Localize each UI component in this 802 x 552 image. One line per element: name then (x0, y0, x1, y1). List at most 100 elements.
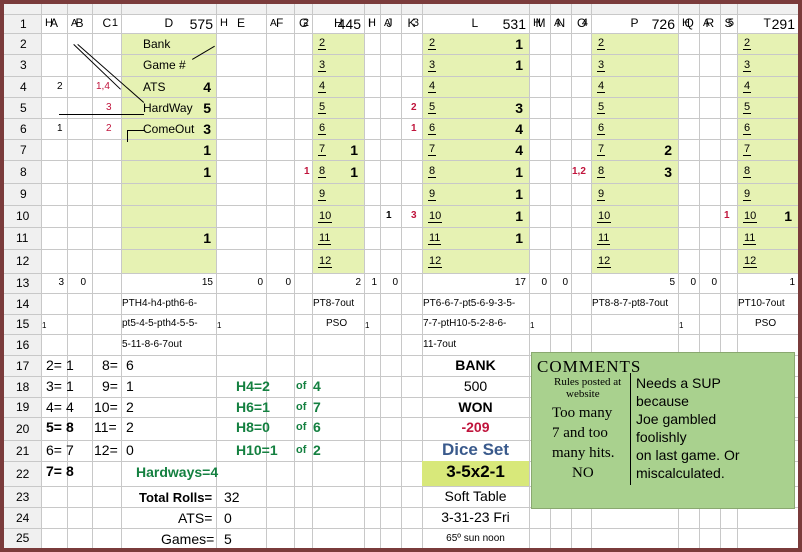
grid-vline (266, 4, 267, 548)
grid-vline (699, 4, 700, 548)
comments-left-line-0: Too many (552, 405, 613, 421)
g1-c6-mark: 2 (106, 122, 112, 134)
grid-hline (4, 314, 798, 315)
game3-number: 3 (412, 17, 419, 29)
hard-key-3: H10=1 (236, 442, 278, 458)
g2-sum-a: 0 (257, 277, 263, 288)
grid-hline (4, 376, 798, 377)
g3-sum-n: 0 (562, 277, 568, 288)
grid-hline (4, 139, 798, 140)
comments-right-line-4: on last game. Or (636, 447, 740, 463)
g2-box-8: 8 (318, 165, 327, 178)
grid-vline (294, 4, 295, 548)
g4-hit-8: 3 (664, 163, 672, 180)
game2-h-label: H (220, 17, 228, 29)
grid-vline (67, 4, 68, 548)
roll-right-key-1: 9= (102, 378, 118, 394)
grid-hline (4, 183, 798, 184)
roll-right-val-1: 1 (126, 378, 134, 394)
g1-sum-b: 0 (80, 277, 86, 288)
game5-number: 5 (727, 17, 734, 29)
hard-val-1: 7 (313, 399, 321, 415)
game3-bank: 531 (502, 15, 526, 32)
g5-total: 1 (789, 277, 795, 288)
bank-value: 500 (463, 378, 488, 394)
column-header-B: B (75, 16, 84, 30)
total-rolls-label: Total Rolls= (139, 490, 213, 505)
g2-g8-mark: 1 (304, 165, 310, 177)
row-header-21: 21 (16, 443, 30, 458)
roll-right-val-0: 6 (126, 357, 134, 373)
g3-box-4: 4 (428, 80, 437, 93)
g3-box-8: 8 (428, 165, 437, 178)
g1-hit-row5: 5 (203, 99, 211, 116)
column-header-H: H (334, 16, 343, 30)
game2-bank: 445 (337, 15, 361, 32)
grid-hline (4, 76, 798, 77)
row-header-23: 23 (16, 489, 30, 504)
leader-comeout2 (127, 130, 128, 142)
row-header-11: 11 (16, 231, 29, 245)
g3-box-11: 11 (428, 231, 442, 245)
hard-of-0: of (296, 380, 307, 392)
g1-total: 15 (201, 277, 213, 288)
grid-hline (4, 249, 798, 250)
row-header-6: 6 (20, 121, 27, 136)
ats-label: ATS= (178, 510, 213, 526)
g4-box-8: 8 (597, 165, 606, 178)
comments-rules-line1: Rules posted at (554, 376, 622, 388)
column-header-K: K (407, 16, 416, 30)
roll-val-0: 1 (66, 357, 74, 373)
grid-hline (4, 97, 798, 98)
g3-seq-0: PT6-6-7-pt5-6-9-3-5- (423, 297, 516, 309)
grid-vline (364, 4, 365, 548)
game3-h-label: H (368, 17, 376, 29)
g1-c5-mark: 3 (106, 101, 112, 113)
g1-hit-row4: 4 (203, 78, 211, 95)
hard-of-1: of (296, 401, 307, 413)
g4-sum-r: 0 (711, 277, 717, 288)
g2-box-11: 11 (318, 231, 332, 245)
comments-left-line-2: many hits. (552, 445, 615, 461)
grid-hline (4, 440, 798, 441)
legend-comeout: ComeOut (143, 121, 195, 136)
g4-sum-q: 0 (690, 277, 696, 288)
won-label: WON (458, 399, 493, 415)
g1-seq-0: PTH4-h4-pth6-6- (122, 297, 198, 309)
column-header-E: E (237, 16, 246, 30)
grid-vline (380, 4, 381, 548)
g2-sum-j: 0 (392, 277, 398, 288)
weather-note: 65º sun noon (446, 533, 505, 544)
g3-hit-10: 1 (515, 208, 523, 224)
game1-number: 1 (111, 17, 118, 29)
g4-o8-mark: 1,2 (572, 165, 586, 177)
roll-key-5: 7= (46, 463, 62, 479)
g5-box-5: 5 (743, 101, 752, 114)
row-header-22: 22 (16, 466, 30, 481)
g2-flag: 1 (217, 321, 222, 330)
grid-hline (4, 54, 798, 55)
g5-box-9: 9 (743, 187, 752, 201)
g1-hit-row8: 1 (203, 163, 211, 180)
g4-hit-7: 2 (664, 141, 672, 158)
hard-key-1: H6=1 (236, 399, 270, 415)
roll-right-key-4: 12= (94, 442, 118, 458)
g3-box-5: 5 (428, 101, 437, 114)
grid-hline (4, 205, 798, 206)
highlight-column-5 (737, 33, 798, 273)
row-header-15: 15 (16, 317, 30, 331)
bank-label: BANK (455, 357, 496, 373)
games-label: Games= (161, 531, 215, 547)
roll-val-3: 8 (66, 419, 74, 435)
comments-right-line-2: Joe gambled (636, 411, 717, 427)
g2-seq-0: PT8-7out (313, 297, 355, 309)
roll-val-5: 8 (66, 463, 74, 479)
g1-seq-1: pt5-4-5-pth4-5-5- (122, 318, 198, 329)
column-header-M: M (535, 16, 546, 30)
grid-vline (422, 4, 423, 548)
row-header-1: 1 (20, 16, 27, 31)
game4-bank: 726 (651, 15, 675, 32)
g5-box-6: 6 (743, 122, 752, 135)
grid-hline (4, 14, 798, 15)
g3-box-3: 3 (428, 58, 437, 72)
